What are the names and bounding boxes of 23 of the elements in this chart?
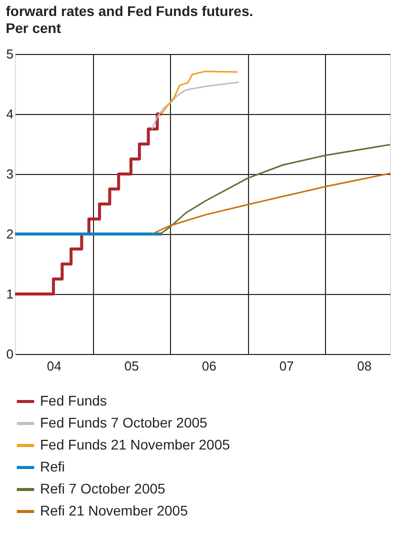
y-tick-label: 4 bbox=[6, 106, 14, 122]
chart-subtitle: Per cent bbox=[6, 20, 62, 36]
x-tick-label: 07 bbox=[279, 358, 294, 374]
y-tick-label: 1 bbox=[6, 286, 14, 302]
x-tick-label: 06 bbox=[202, 358, 216, 374]
y-tick-label: 3 bbox=[6, 166, 14, 182]
legend-label: Fed Funds bbox=[40, 392, 107, 408]
legend-label: Refi 21 November 2005 bbox=[40, 502, 188, 518]
legend-label: Refi 7 October 2005 bbox=[40, 480, 166, 496]
y-tick-label: 5 bbox=[6, 46, 14, 62]
chart-title: forward rates and Fed Funds futures. bbox=[6, 3, 254, 19]
line-series bbox=[160, 70, 238, 115]
x-tick-label: 05 bbox=[124, 358, 139, 374]
y-tick-label: 0 bbox=[6, 346, 14, 362]
legend-label: Fed Funds 21 November 2005 bbox=[40, 436, 230, 452]
line-series bbox=[151, 81, 240, 130]
legend-label: Refi bbox=[40, 458, 65, 474]
legend-label: Fed Funds 7 October 2005 bbox=[40, 414, 208, 430]
x-tick-label: 04 bbox=[46, 358, 62, 374]
line-series bbox=[159, 144, 391, 235]
line-series bbox=[151, 172, 391, 235]
y-tick-label: 2 bbox=[6, 226, 14, 242]
x-tick-label: 08 bbox=[357, 358, 372, 374]
